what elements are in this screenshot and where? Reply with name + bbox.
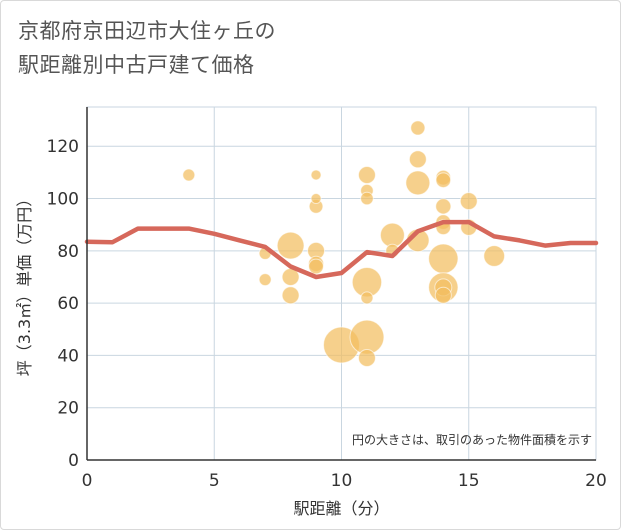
bubble-point bbox=[281, 286, 300, 305]
bubble-point bbox=[428, 243, 459, 274]
y-tick-label: 120 bbox=[47, 137, 79, 157]
x-tick-label: 10 bbox=[331, 471, 353, 491]
chart-title: 京都府京田辺市大住ヶ丘の 駅距離別中古戸建て価格 bbox=[18, 14, 276, 82]
y-axis-title: 坪（3.3㎡）単価（万円） bbox=[15, 191, 34, 376]
line-layer bbox=[84, 219, 599, 280]
y-tick-label: 60 bbox=[57, 294, 79, 314]
y-tick-label: 0 bbox=[68, 451, 79, 471]
chart-title-line2: 駅距離別中古戸建て価格 bbox=[18, 53, 255, 77]
bubble-point bbox=[258, 273, 272, 287]
bubble-point bbox=[308, 258, 324, 275]
bubble-point bbox=[360, 291, 374, 305]
x-tick-label: 5 bbox=[209, 471, 220, 491]
bubble-point bbox=[435, 172, 452, 189]
bubble-point bbox=[435, 198, 452, 215]
y-tick-label: 20 bbox=[57, 399, 79, 419]
bubble-point bbox=[357, 349, 376, 368]
bubble-point bbox=[182, 168, 196, 182]
bubble-point bbox=[360, 191, 374, 206]
bubble-point bbox=[310, 169, 322, 181]
x-tick-label: 20 bbox=[585, 471, 607, 491]
bubble-point bbox=[405, 170, 431, 196]
grid-layer bbox=[86, 106, 597, 461]
bubble-point bbox=[276, 231, 305, 260]
x-tick-label: 15 bbox=[458, 471, 480, 491]
bubble-point bbox=[408, 150, 427, 169]
y-tick-label: 40 bbox=[57, 346, 79, 366]
bubble-point bbox=[483, 245, 506, 267]
average-line bbox=[84, 219, 599, 280]
x-axis-title: 駅距離（分） bbox=[293, 499, 389, 518]
bubble-point bbox=[357, 165, 376, 184]
bubble-size-note: 円の大きさは、取引のあった物件面積を示す bbox=[352, 432, 592, 447]
y-tick-label: 100 bbox=[47, 190, 79, 210]
bubble-point bbox=[459, 192, 478, 211]
bubble-point bbox=[410, 120, 426, 136]
x-tick-label: 0 bbox=[82, 471, 93, 491]
bubble-point bbox=[349, 319, 385, 355]
bubble-point bbox=[434, 286, 452, 304]
bubble-point bbox=[310, 192, 322, 205]
bubble-point bbox=[379, 222, 405, 248]
chart-title-line1: 京都府京田辺市大住ヶ丘の bbox=[18, 19, 276, 43]
axis-layer bbox=[86, 107, 596, 461]
label-layer: 0 20 40 60 80 100 120 0 5 10 15 20 駅距離（分） 坪（3.3㎡）単価（万… bbox=[15, 137, 607, 518]
y-tick-label: 80 bbox=[57, 242, 79, 262]
bubble-layer bbox=[182, 120, 506, 368]
